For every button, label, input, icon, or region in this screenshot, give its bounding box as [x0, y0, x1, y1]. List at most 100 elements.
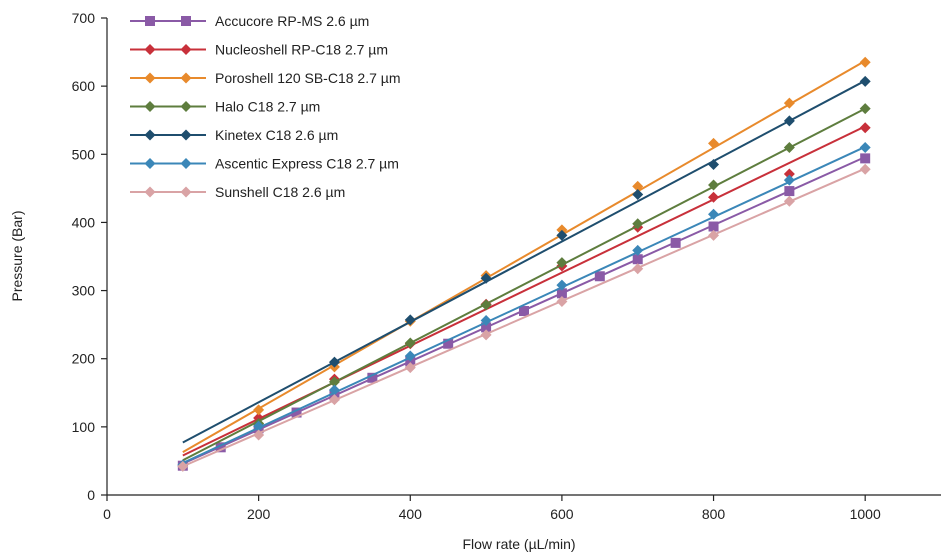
legend-item: Accucore RP-MS 2.6 µm: [130, 13, 369, 29]
x-axis-title: Flow rate (µL/min): [462, 536, 575, 552]
data-point: [783, 141, 795, 153]
legend-label: Nucleoshell RP-C18 2.7 µm: [215, 42, 388, 58]
series-6: [177, 141, 871, 471]
legend-marker: [181, 16, 191, 26]
data-point: [556, 288, 567, 299]
data-point: [783, 174, 795, 186]
legend-marker: [144, 44, 156, 55]
y-tick-label: 500: [72, 146, 96, 162]
legend-marker: [144, 158, 156, 169]
legend-marker: [144, 129, 156, 141]
data-point: [708, 179, 720, 191]
legend-marker: [180, 44, 192, 55]
legend-label: Sunshell C18 2.6 µm: [215, 184, 345, 200]
data-point: [404, 350, 416, 362]
data-point: [708, 229, 720, 241]
y-tick-label: 100: [72, 419, 96, 435]
data-point: [480, 329, 492, 341]
data-point: [291, 407, 302, 418]
data-point: [481, 322, 492, 333]
legend-label: Poroshell 120 SB-C18 2.7 µm: [215, 70, 401, 86]
data-point: [519, 306, 529, 317]
legend-item: Halo C18 2.7 µm: [130, 99, 320, 115]
data-point: [632, 218, 644, 230]
series-fit-line: [182, 145, 866, 464]
y-tick-label: 700: [72, 10, 96, 26]
y-tick-label: 600: [72, 78, 96, 94]
legend-marker: [144, 186, 156, 198]
data-point: [328, 394, 340, 406]
series-fit-line: [182, 125, 866, 457]
data-point: [443, 338, 454, 349]
data-point: [783, 195, 795, 207]
series-fit-line: [182, 167, 866, 468]
x-tick-label: 400: [399, 506, 423, 522]
legend-marker: [180, 129, 192, 141]
data-point: [708, 137, 720, 149]
data-point: [328, 376, 340, 388]
data-point: [632, 180, 644, 192]
data-point: [783, 168, 795, 180]
data-point: [480, 315, 492, 327]
x-tick-label: 200: [247, 506, 271, 522]
y-tick-label: 400: [72, 214, 96, 230]
legend-marker: [145, 16, 155, 26]
axes: [106, 18, 941, 496]
data-point: [253, 420, 265, 432]
data-point: [784, 186, 795, 197]
data-point: [556, 257, 568, 269]
series-fit-line: [182, 60, 866, 453]
legend-item: Kinetex C18 2.6 µm: [130, 127, 338, 143]
legend-marker: [144, 72, 156, 84]
data-point: [859, 163, 871, 175]
data-point: [367, 372, 378, 383]
legend-item: Poroshell 120 SB-C18 2.7 µm: [130, 70, 401, 86]
legend-marker: [180, 101, 192, 112]
data-point: [556, 295, 568, 307]
series-7: [177, 163, 871, 472]
data-point: [253, 429, 265, 441]
data-point: [480, 299, 492, 311]
legend-label: Accucore RP-MS 2.6 µm: [215, 13, 369, 29]
data-point: [556, 279, 568, 291]
legend-marker: [144, 101, 156, 112]
series-fit-line: [182, 79, 866, 444]
data-point: [783, 115, 795, 127]
data-point: [328, 356, 340, 368]
y-tick-label: 0: [87, 487, 95, 503]
data-point: [215, 442, 226, 453]
x-tick-label: 1000: [850, 506, 881, 522]
data-point: [177, 460, 189, 472]
data-point: [253, 404, 265, 416]
legend-label: Ascentic Express C18 2.7 µm: [215, 156, 399, 172]
data-point: [632, 244, 644, 256]
x-tick-label: 800: [702, 506, 726, 522]
data-point: [480, 272, 492, 284]
legend-item: Nucleoshell RP-C18 2.7 µm: [130, 42, 388, 58]
y-tick-label: 200: [72, 351, 96, 367]
legend-label: Halo C18 2.7 µm: [215, 99, 320, 115]
y-tick-label: 300: [72, 283, 96, 299]
data-point: [404, 314, 416, 326]
data-point: [859, 141, 871, 153]
data-point: [708, 221, 719, 232]
legend-marker: [180, 186, 192, 198]
legend-item: Ascentic Express C18 2.7 µm: [130, 156, 399, 172]
x-tick-label: 600: [550, 506, 574, 522]
legend-label: Kinetex C18 2.6 µm: [215, 127, 338, 143]
series-5: [182, 75, 871, 444]
x-tick-label: 0: [103, 506, 111, 522]
data-point: [859, 75, 871, 87]
ticks: 0 200 400 600 800 1000 0 100 200 300 400 500 600 700: [72, 10, 881, 522]
data-point: [594, 271, 605, 282]
y-axis-title: Pressure (Bar): [9, 210, 25, 301]
data-point: [708, 191, 720, 203]
data-point: [670, 237, 681, 248]
data-point: [404, 337, 416, 349]
data-point: [404, 362, 416, 374]
series-layer: [177, 56, 871, 472]
data-point: [859, 56, 871, 68]
data-point: [328, 384, 340, 396]
series-3: [182, 56, 871, 453]
